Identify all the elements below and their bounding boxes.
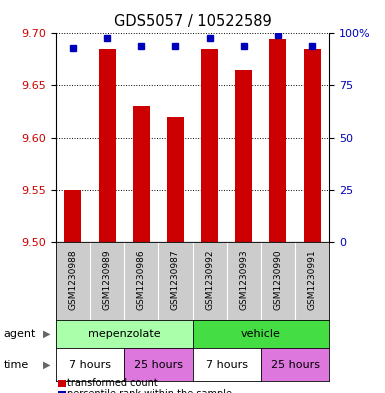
Text: GSM1230989: GSM1230989 — [102, 250, 112, 310]
Bar — [133, 106, 150, 242]
Text: 7 hours: 7 hours — [69, 360, 111, 369]
Bar — [99, 49, 116, 242]
Text: ▶: ▶ — [43, 360, 51, 369]
Text: GSM1230988: GSM1230988 — [69, 250, 77, 310]
Text: GSM1230992: GSM1230992 — [205, 250, 214, 310]
Text: 25 hours: 25 hours — [271, 360, 320, 369]
Text: GDS5057 / 10522589: GDS5057 / 10522589 — [114, 14, 271, 29]
Text: mepenzolate: mepenzolate — [88, 329, 161, 339]
Bar — [303, 49, 321, 242]
Text: agent: agent — [4, 329, 36, 339]
Bar — [270, 39, 286, 242]
Text: vehicle: vehicle — [241, 329, 281, 339]
Bar — [235, 70, 252, 242]
Text: GSM1230990: GSM1230990 — [273, 250, 283, 310]
Bar — [167, 117, 184, 242]
Text: transformed count: transformed count — [67, 378, 158, 388]
Text: GSM1230986: GSM1230986 — [137, 250, 146, 310]
Bar — [201, 49, 218, 242]
Text: GSM1230991: GSM1230991 — [308, 250, 316, 310]
Text: percentile rank within the sample: percentile rank within the sample — [67, 389, 233, 393]
Text: 7 hours: 7 hours — [206, 360, 248, 369]
Text: GSM1230993: GSM1230993 — [239, 250, 248, 310]
Text: 25 hours: 25 hours — [134, 360, 183, 369]
Bar — [64, 189, 82, 242]
Text: GSM1230987: GSM1230987 — [171, 250, 180, 310]
Text: time: time — [4, 360, 29, 369]
Text: ▶: ▶ — [43, 329, 51, 339]
